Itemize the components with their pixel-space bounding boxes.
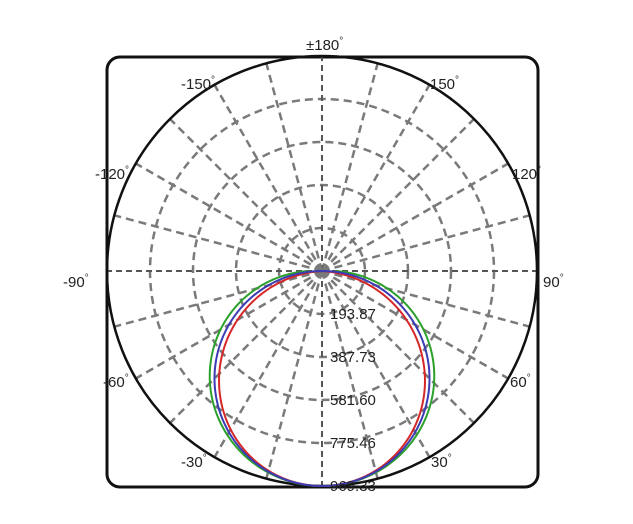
angular-grid-line — [321, 269, 530, 328]
angle-tick-label: 120° — [512, 165, 541, 183]
radial-grid-circle — [191, 140, 453, 402]
angular-grid-line — [114, 214, 323, 273]
series-curve — [213, 270, 431, 488]
angular-grid-line — [213, 84, 324, 272]
degree-symbol: ° — [125, 165, 129, 176]
angular-grid-line — [320, 270, 431, 458]
angular-grid-line — [114, 269, 323, 328]
angle-tick-label: -150° — [181, 75, 215, 93]
angular-grid-line — [213, 270, 324, 458]
angle-tick-label: 90° — [543, 273, 564, 291]
radial-tick-label: 387.73 — [330, 349, 376, 366]
radial-tick-label: 775.46 — [330, 435, 376, 452]
series-group — [208, 270, 436, 488]
angle-tick-label: -90° — [63, 273, 89, 291]
degree-symbol: ° — [527, 373, 531, 384]
angle-tick-label: -120° — [95, 165, 129, 183]
angular-grid-line — [321, 118, 475, 272]
degree-symbol: ° — [448, 453, 452, 464]
radial-tick-label: 581.60 — [330, 392, 376, 409]
angle-tick-label: 60° — [510, 373, 531, 391]
angular-grid-line — [321, 162, 509, 273]
angle-tick-label: ±180° — [306, 36, 343, 54]
radial-tick-label: 969.33 — [330, 478, 376, 495]
angular-grid-line — [321, 270, 475, 424]
degree-symbol: ° — [203, 453, 207, 464]
angular-grid-line — [169, 270, 323, 424]
angular-grid-line — [265, 63, 324, 272]
angle-tick-label: -60° — [103, 373, 129, 391]
degree-symbol: ° — [455, 75, 459, 86]
angular-grid-line — [321, 214, 530, 273]
angular-grid-line — [135, 162, 323, 273]
labels-group: ±180° 150° 120° 90° 60° 30° -30° -60° -90° -120° -… — [63, 36, 564, 495]
degree-symbol: ° — [125, 373, 129, 384]
angle-tick-label: 150° — [430, 75, 459, 93]
angle-tick-label: 30° — [431, 453, 452, 471]
degree-symbol: ° — [537, 165, 541, 176]
angular-grid-line — [320, 270, 379, 479]
angular-grid-line — [320, 63, 379, 272]
angular-grid-line — [320, 84, 431, 272]
angle-tick-label: -30° — [181, 453, 207, 471]
degree-symbol: ° — [560, 273, 564, 284]
degree-symbol: ° — [211, 75, 215, 86]
radial-tick-label: 193.87 — [330, 306, 376, 323]
degree-symbol: ° — [339, 36, 343, 47]
degree-symbol: ° — [85, 273, 89, 284]
angular-grid-line — [169, 118, 323, 272]
angular-grid-line — [265, 270, 324, 479]
